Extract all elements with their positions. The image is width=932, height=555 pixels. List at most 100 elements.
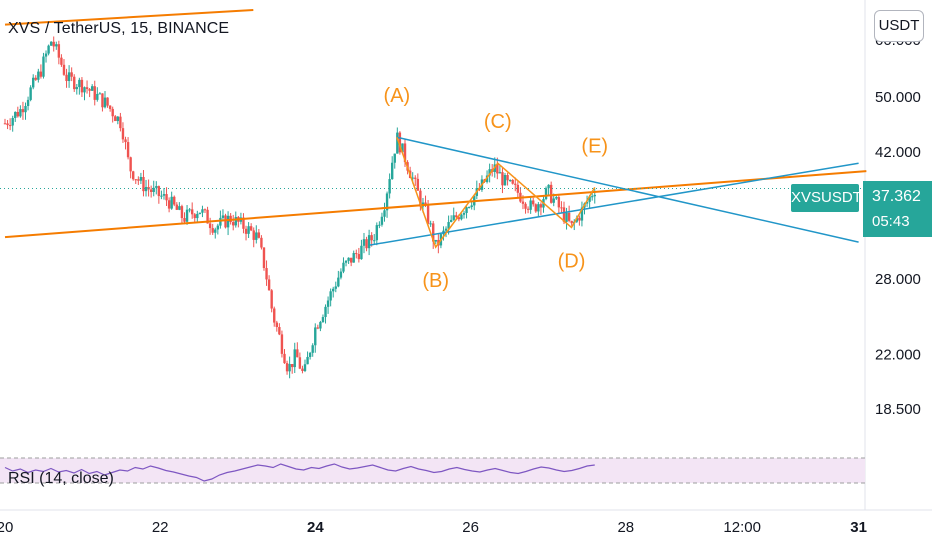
candle-body [455, 215, 458, 218]
candle-body [360, 245, 363, 260]
candle-body [429, 223, 432, 225]
candle-body [326, 300, 330, 307]
candle-body [206, 209, 209, 224]
candle-body [280, 334, 284, 354]
candle-body [88, 88, 91, 91]
candle-body [552, 198, 555, 203]
triangle-lower-line [369, 162, 859, 246]
candle-body [262, 247, 266, 269]
candle-body [367, 235, 371, 249]
candle-body [516, 184, 520, 193]
candle-body [580, 207, 584, 221]
candle-body [585, 201, 589, 204]
candle-body [511, 180, 514, 184]
currency-button[interactable]: USDT [874, 10, 924, 42]
candle-body [539, 204, 543, 208]
time-tick-label: 20 [0, 519, 13, 536]
candle-body [37, 71, 40, 80]
candle-body [337, 277, 340, 287]
candle-body [303, 364, 307, 371]
candle-body [355, 253, 358, 255]
candle-body [257, 232, 261, 238]
candle-body [188, 209, 191, 211]
candle-body [114, 116, 117, 122]
candle-body [506, 175, 509, 181]
candle-body [570, 220, 573, 224]
candle-body [465, 207, 468, 213]
candle-body [514, 183, 517, 185]
candle-body [298, 357, 302, 369]
candle-body [316, 327, 320, 329]
candle-body [560, 207, 563, 209]
candle-body [111, 108, 114, 117]
candle-body [247, 226, 250, 234]
candle-body [39, 71, 43, 77]
candle-body [393, 153, 396, 163]
candle-body [496, 164, 499, 174]
candle-body [73, 76, 76, 90]
candle-body [267, 279, 271, 291]
candle-body [208, 223, 212, 229]
candle-body [578, 217, 581, 221]
candle-body [293, 349, 296, 368]
candle-body [90, 86, 94, 91]
candle-body [349, 257, 353, 263]
triangle-upper-line [396, 136, 859, 243]
candle-body [334, 286, 337, 289]
candle-body [275, 322, 279, 328]
candle-body [85, 87, 89, 89]
candle-body [588, 196, 591, 202]
time-tick-label: 12:00 [723, 519, 761, 536]
candle-body [203, 209, 207, 211]
rsi-label[interactable]: RSI (14, close) [8, 470, 114, 487]
wave-label: (B) [422, 270, 449, 292]
candle-body [155, 186, 158, 188]
candle-body [503, 175, 507, 186]
candle-body [290, 364, 294, 368]
candle-body [129, 157, 132, 172]
candle-body [19, 109, 22, 117]
candle-body [434, 239, 437, 242]
price-tick-label: 22.000 [875, 347, 921, 364]
wave-label: (C) [484, 111, 512, 133]
drawings-layer: (A) (B) (C) (D) (E) [0, 9, 867, 292]
candle-body [234, 217, 237, 226]
candle-body [96, 93, 99, 100]
candle-body [544, 188, 548, 200]
candle-body [342, 262, 345, 272]
candle-body [78, 79, 81, 88]
candle-body [34, 77, 37, 80]
candle-body [14, 111, 17, 118]
price-tick-label: 42.000 [875, 144, 921, 161]
candle-body [44, 53, 48, 57]
candle-body [42, 56, 45, 77]
candle-body [126, 142, 130, 158]
candle-body [26, 99, 30, 106]
candle-body [142, 176, 145, 192]
candle-body [185, 209, 189, 222]
candle-body [398, 132, 402, 153]
candle-body [273, 308, 276, 323]
candle-body [557, 197, 561, 208]
candle-body [196, 213, 199, 219]
candle-body [362, 239, 366, 246]
candle-body [457, 217, 461, 220]
candle-body [47, 45, 50, 54]
candle-body [383, 210, 386, 217]
candle-body [249, 226, 253, 231]
candle-body [488, 169, 491, 176]
symbol-tag: XVSUSDT [791, 184, 862, 212]
candle-body [55, 44, 58, 47]
candle-body [378, 224, 381, 226]
candle-body [49, 41, 53, 46]
candle-body [201, 209, 204, 213]
candle-body [324, 306, 327, 318]
candle-body [347, 257, 350, 261]
candle-body [65, 74, 68, 82]
candle-body [6, 123, 9, 126]
chart-title[interactable]: XVS / TetherUS, 15, BINANCE [8, 20, 230, 37]
wave-label: (D) [558, 251, 586, 273]
candle-body [567, 212, 571, 221]
